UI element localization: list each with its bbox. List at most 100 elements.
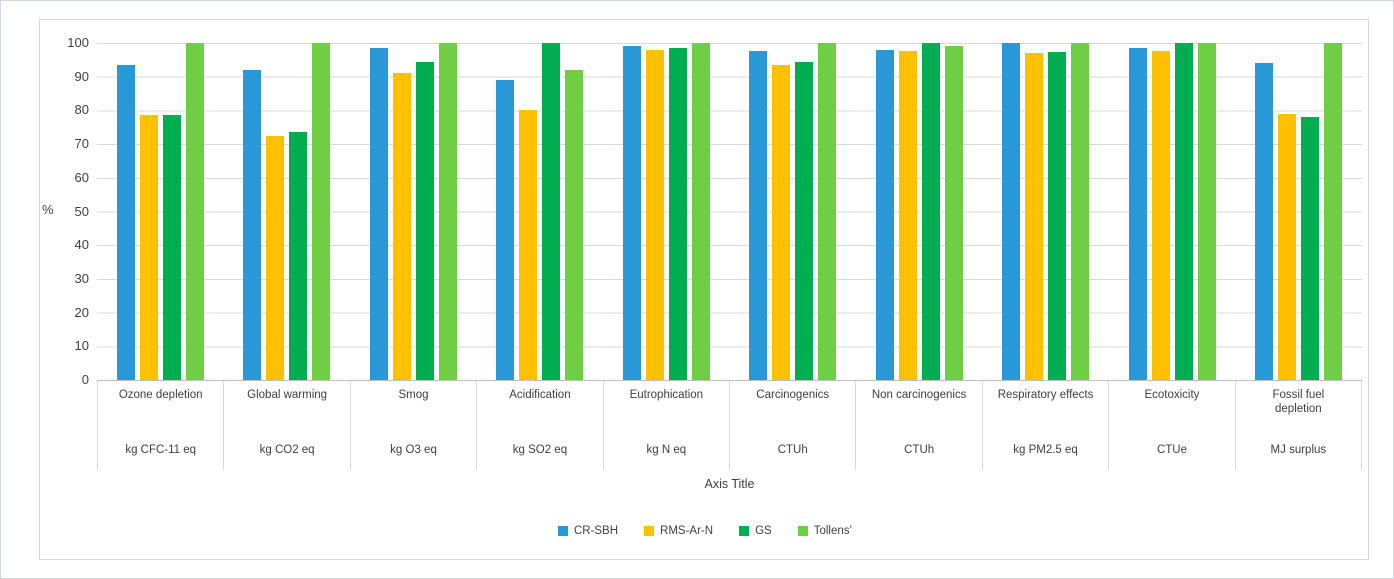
bar-group-ozone-depletion [97, 43, 224, 380]
category-name: Eutrophication [629, 389, 704, 401]
category-unit: kg O3 eq [390, 444, 437, 456]
category-unit: kg CO2 eq [259, 444, 315, 456]
category-name: Carcinogenics [756, 389, 830, 401]
y-axis-title: % [42, 202, 54, 217]
legend-item-gs: GS [739, 525, 772, 537]
category-name: Ozone depletion [118, 389, 203, 401]
category-unit: CTUh [904, 444, 935, 456]
category-cell: Fossil fuel depletion MJ surplus [1236, 381, 1363, 470]
bar-cr-sbh [369, 48, 388, 380]
legend-label: Tollens’ [813, 525, 853, 537]
y-tick-label: 0 [81, 372, 89, 387]
bar-tollens- [818, 43, 837, 380]
bar-cr-sbh [1002, 43, 1021, 380]
bar-group-smog [350, 43, 477, 380]
category-cell: Respiratory effects kg PM2.5 eq [983, 381, 1110, 470]
category-cell: Carcinogenics CTUh [730, 381, 857, 470]
bar-gs [1301, 117, 1320, 380]
bar-rms-ar-n [898, 50, 917, 380]
bar-gs [921, 43, 940, 380]
bar-tollens- [691, 43, 710, 380]
bar-group-respiratory-effects [983, 43, 1110, 380]
y-tick-label: 20 [74, 304, 89, 320]
bar-rms-ar-n [772, 64, 791, 380]
category-cell: Acidification kg SO2 eq [477, 381, 604, 470]
bar-group-acidification [477, 43, 604, 380]
bar-gs [668, 48, 687, 380]
bar-gs [795, 61, 814, 380]
bar-rms-ar-n [392, 73, 411, 380]
bar-cr-sbh [243, 69, 262, 380]
bar-gs [1048, 52, 1067, 380]
chart-frame: % 100 90 80 70 60 50 40 30 20 10 0 Ozone depletion… [39, 19, 1369, 560]
bar-rms-ar-n [519, 110, 538, 380]
legend-item-cr-sbh: CR-SBH [557, 525, 618, 537]
bar-rms-ar-n [139, 115, 158, 380]
bar-group-ecotoxicity [1109, 43, 1236, 380]
category-unit: MJ surplus [1270, 444, 1327, 456]
category-name: Non carcinogenics [871, 389, 967, 401]
y-tick-label: 80 [74, 102, 89, 118]
bar-cr-sbh [496, 80, 515, 380]
bar-cr-sbh [1255, 63, 1274, 380]
bar-tollens- [1071, 43, 1090, 380]
bar-rms-ar-n [1025, 53, 1044, 380]
bar-rms-ar-n [645, 49, 664, 380]
bar-gs [542, 43, 561, 380]
category-cell: Global warming kg CO2 eq [224, 381, 351, 470]
legend-swatch-icon [739, 526, 750, 536]
bar-tollens- [185, 43, 204, 380]
bar-tollens- [312, 43, 331, 380]
legend-swatch-icon [797, 526, 808, 536]
bar-group-global-warming [224, 43, 351, 380]
x-axis-category-labels: Ozone depletion kg CFC-11 eq Global warmin… [97, 380, 1363, 470]
y-tick-label: 70 [74, 136, 89, 152]
category-unit: CTUh [777, 444, 808, 456]
bar-group-eutrophication [603, 43, 730, 380]
bar-cr-sbh [116, 64, 135, 380]
bar-group-non-carcinogenics [856, 43, 983, 380]
bar-cr-sbh [1128, 48, 1147, 380]
bar-tollens- [565, 69, 584, 380]
legend: CR-SBH RMS-Ar-N GS Tollens’ [40, 525, 1370, 537]
bar-gs [1174, 43, 1193, 380]
bar-gs [415, 61, 434, 380]
legend-label: RMS-Ar-N [660, 525, 714, 537]
category-unit: CTUe [1156, 444, 1187, 456]
x-axis-title: Axis Title [704, 477, 755, 491]
category-unit: kg CFC-11 eq [125, 444, 197, 456]
category-name: Respiratory effects [997, 389, 1094, 401]
category-unit: kg PM2.5 eq [1013, 444, 1078, 456]
bar-tollens- [944, 46, 963, 380]
bar-tollens- [438, 43, 457, 380]
category-cell: Eutrophication kg N eq [604, 381, 731, 470]
y-tick-label: 60 [74, 169, 89, 185]
category-cell: Non carcinogenics CTUh [856, 381, 983, 470]
y-tick-label: 100 [67, 35, 89, 50]
category-cell: Smog kg O3 eq [351, 381, 478, 470]
category-name: Ecotoxicity [1144, 389, 1200, 401]
y-tick-label: 10 [74, 338, 89, 354]
category-unit: kg SO2 eq [512, 444, 568, 456]
category-unit: kg N eq [646, 444, 687, 456]
bar-rms-ar-n [266, 135, 285, 380]
legend-swatch-icon [557, 526, 568, 536]
legend-item-rms-ar-n: RMS-Ar-N [644, 525, 713, 537]
y-tick-label: 30 [74, 270, 89, 286]
legend-item-tollens-: Tollens’ [797, 525, 853, 537]
bar-cr-sbh [622, 46, 641, 380]
y-tick-label: 90 [74, 68, 89, 84]
bar-cr-sbh [749, 51, 768, 380]
legend-swatch-icon [644, 526, 655, 536]
bar-cr-sbh [875, 49, 894, 380]
y-tick-label: 40 [74, 237, 89, 253]
bar-rms-ar-n [1278, 113, 1297, 380]
category-cell: Ecotoxicity CTUe [1109, 381, 1236, 470]
bar-group-fossil-fuel-depletion [1236, 43, 1363, 380]
category-name: Fossil fuel depletion [1272, 389, 1325, 415]
bar-rms-ar-n [1151, 51, 1170, 380]
bar-gs [162, 115, 181, 380]
bar-gs [289, 132, 308, 380]
category-cell: Ozone depletion kg CFC-11 eq [97, 381, 225, 470]
